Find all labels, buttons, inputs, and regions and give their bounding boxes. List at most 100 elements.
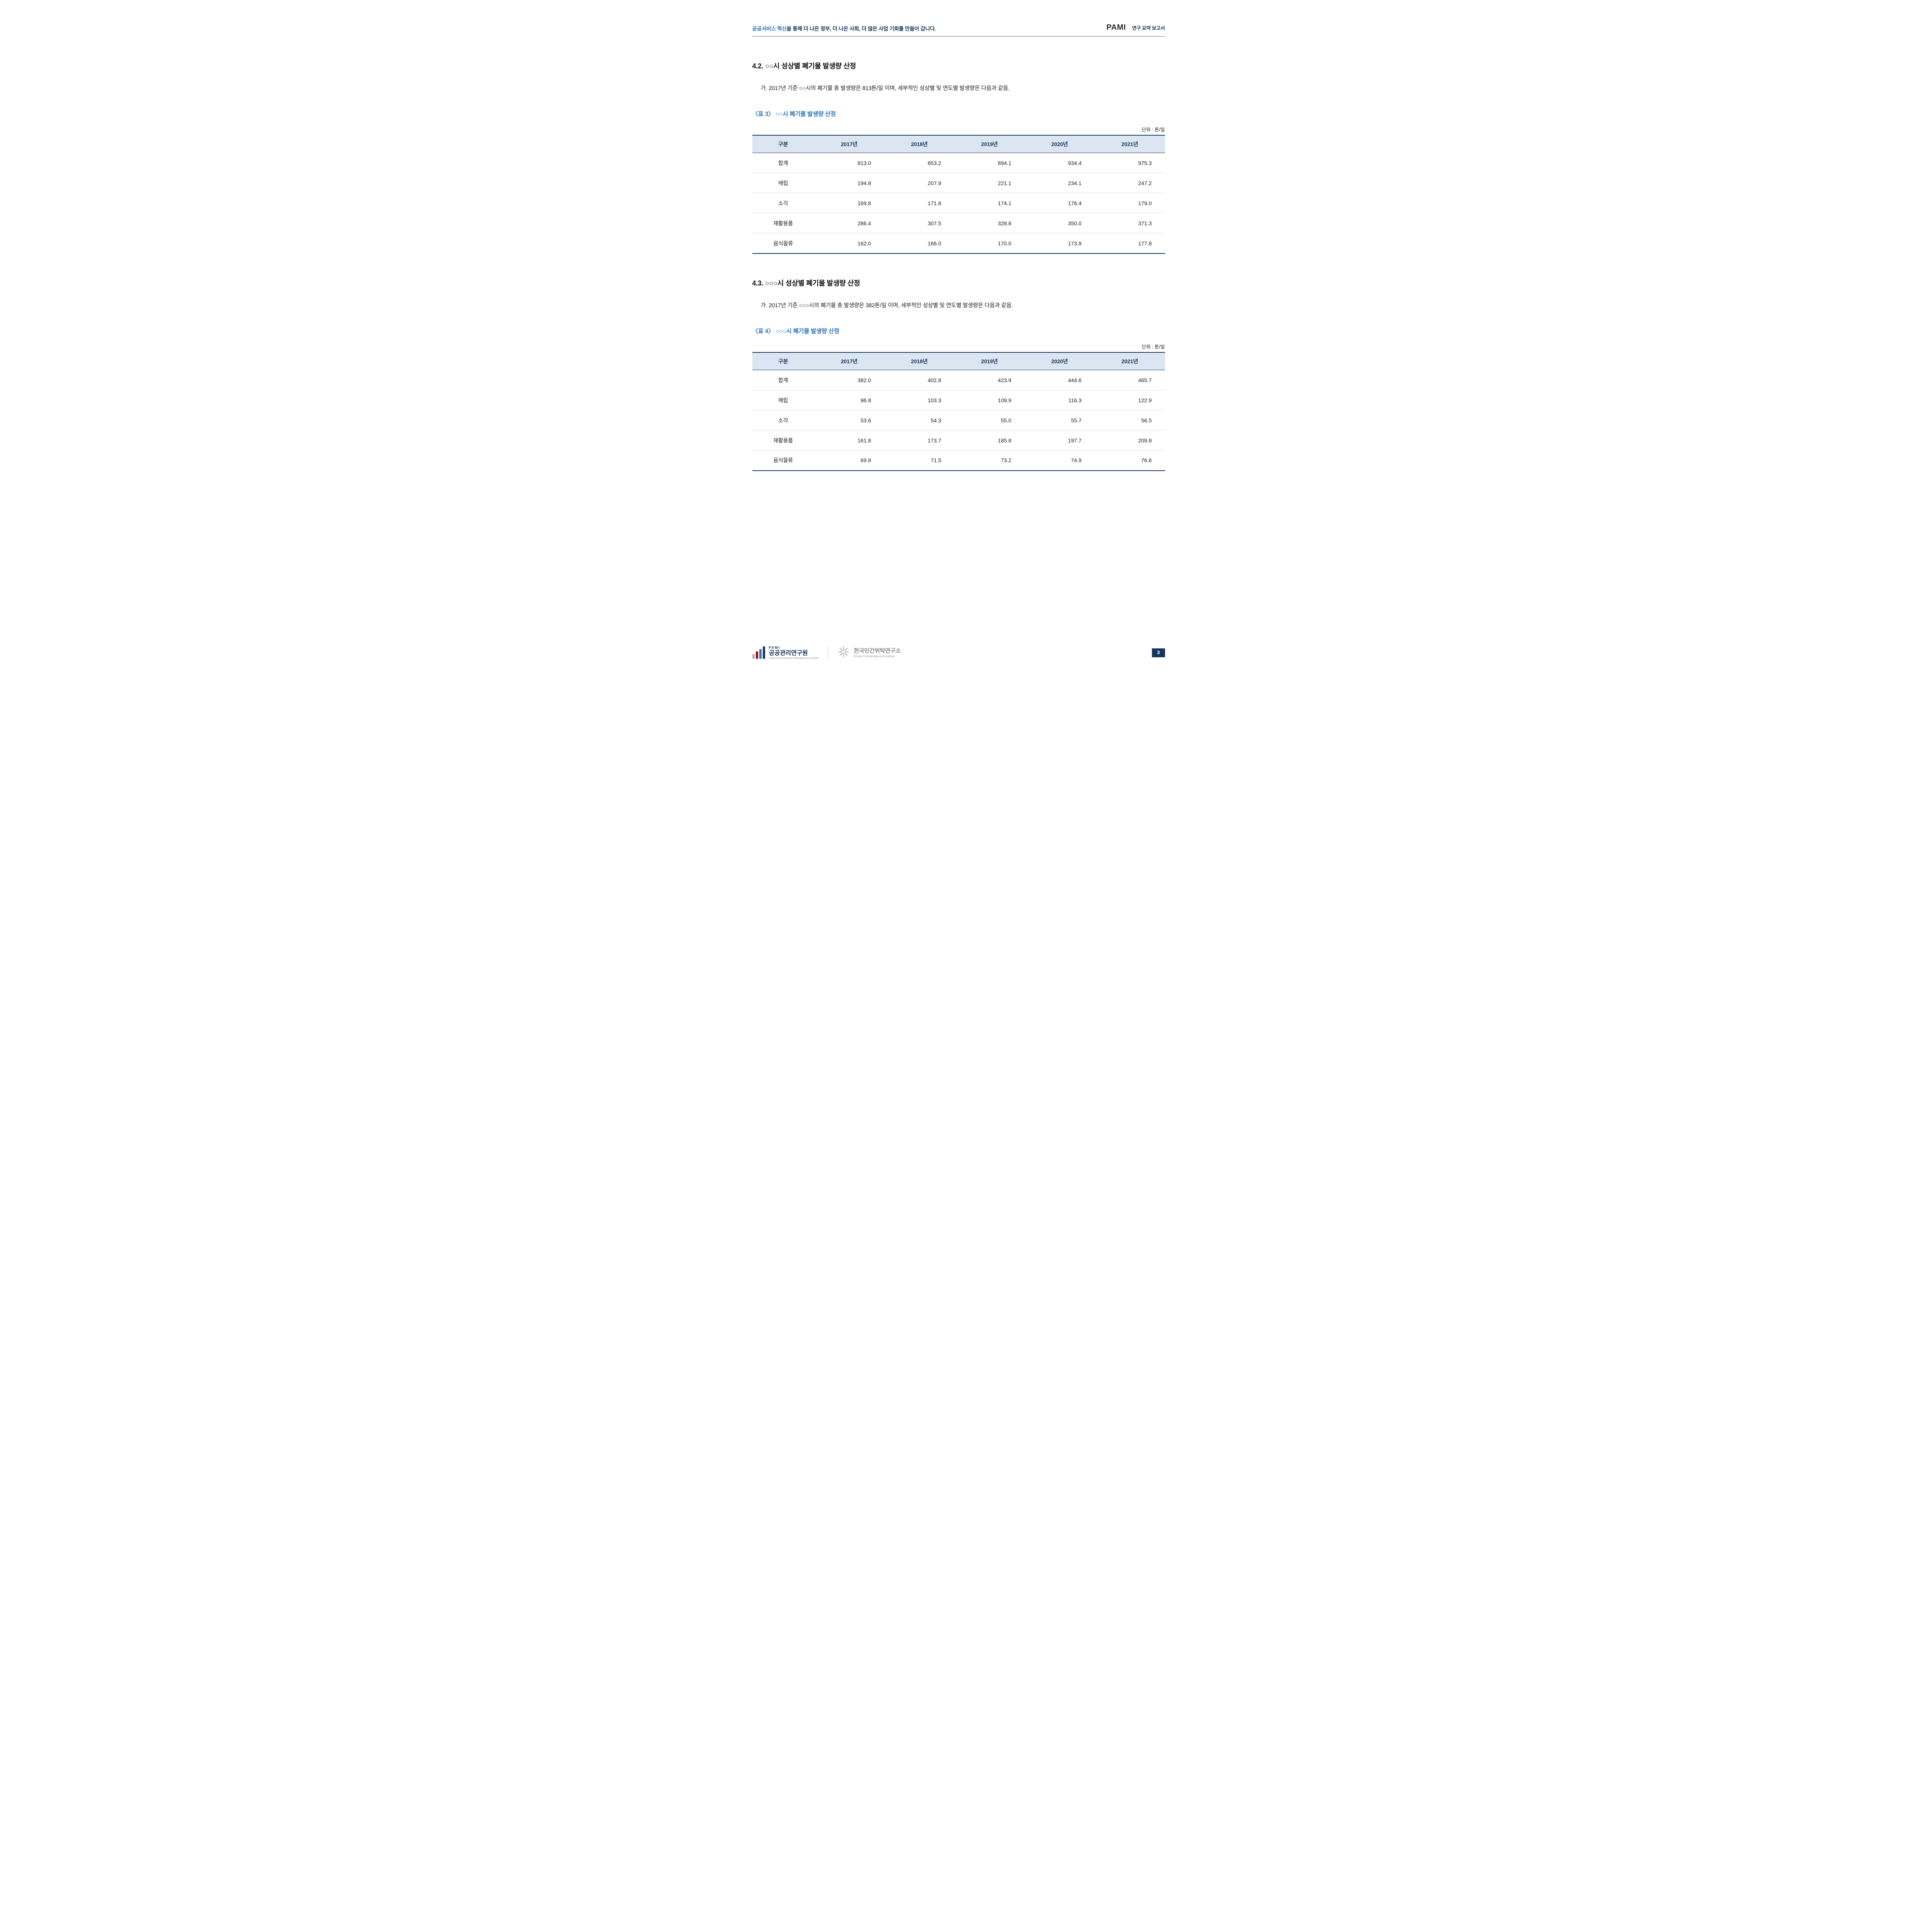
col-header-2020: 2020년 bbox=[1024, 352, 1095, 370]
table-row-total: 합계 382.0 402.8 423.9 444.6 465.7 bbox=[752, 370, 1165, 390]
row-label: 매립 bbox=[752, 390, 814, 410]
table-cell: 76.6 bbox=[1141, 457, 1152, 464]
table-cell: 173.9 bbox=[1068, 240, 1082, 247]
table-cell: 444.6 bbox=[1024, 370, 1095, 390]
table-cell: 162.0 bbox=[857, 240, 871, 247]
table-cell: 197.7 bbox=[1024, 430, 1095, 451]
table-header-row: 구분 2017년 2018년 2019년 2020년 2021년 bbox=[752, 135, 1165, 153]
table-cell: 234.1 bbox=[1024, 173, 1095, 194]
section-paragraph-4-2: 가. 2017년 기준 ○○시의 폐기물 총 발생량은 813톤/일 이며, 세… bbox=[760, 85, 1010, 92]
unit-label-table-3: 단위 : 톤/일 bbox=[1141, 127, 1165, 133]
header-slogan-rest: 을 통해 더 나은 정부, 더 나은 사회, 더 많은 사업 기회를 만들어 갑… bbox=[786, 26, 936, 32]
table-cell: 179.0 bbox=[1094, 193, 1165, 214]
table-cell: 55.0 bbox=[954, 410, 1025, 430]
row-label: 소각 bbox=[752, 193, 814, 214]
page-header: 공공서비스 혁신을 통해 더 나은 정부, 더 나은 사회, 더 많은 사업 기… bbox=[752, 23, 1165, 37]
kcoi-name-english: Korea Contracting-out Institue bbox=[854, 654, 895, 658]
table-cell: 69.8 bbox=[860, 457, 871, 464]
table-cell: 286.4 bbox=[814, 213, 885, 234]
table-cell: 350.0 bbox=[1024, 213, 1095, 234]
header-right: PAMI 연구 요약 보고서 bbox=[1106, 23, 1165, 32]
col-header-2021: 2021년 bbox=[1094, 352, 1165, 370]
table-cell: 96.8 bbox=[814, 390, 885, 410]
row-label: 합계 bbox=[752, 153, 814, 173]
table-header-row: 구분 2017년 2018년 2019년 2020년 2021년 bbox=[752, 352, 1165, 370]
unit-label-table-4: 단위 : 톤/일 bbox=[1141, 344, 1165, 350]
col-header-2019: 2019년 bbox=[954, 352, 1025, 370]
table-cell: 371.3 bbox=[1094, 213, 1165, 234]
table-cell: 185.8 bbox=[954, 430, 1025, 451]
waste-table-3: 구분 2017년 2018년 2019년 2020년 2021년 합계 813.… bbox=[752, 134, 1165, 254]
table-cell: 382.0 bbox=[814, 370, 885, 390]
table-row-food-waste: 음식물류 162.0 166.0 170.0 173.9 177.8 bbox=[752, 233, 1165, 253]
pami-logo-icon bbox=[752, 646, 765, 659]
table-cell: 813.0 bbox=[814, 153, 885, 173]
table-cell: 247.2 bbox=[1094, 173, 1165, 194]
page-number: 3 bbox=[1152, 648, 1165, 657]
table-row-incineration: 소각 53.6 54.3 55.0 55.7 56.5 bbox=[752, 410, 1165, 430]
table-caption-4: 〈표 4〉 ○○○시 폐기물 발생량 산정 bbox=[752, 328, 840, 335]
table-cell: 109.9 bbox=[954, 390, 1025, 410]
table-row-food-waste: 음식물류 69.8 71.5 73.2 74.9 76.6 bbox=[752, 451, 1165, 471]
row-label: 음식물류 bbox=[773, 457, 793, 464]
col-header-2021: 2021년 bbox=[1094, 135, 1165, 153]
col-header-2017: 2017년 bbox=[814, 352, 885, 370]
col-header-category: 구분 bbox=[752, 352, 814, 370]
table-cell: 194.8 bbox=[814, 173, 885, 194]
header-slogan-highlight: 공공서비스 혁신 bbox=[752, 26, 787, 32]
table-cell: 169.8 bbox=[814, 193, 885, 214]
pami-brand-small: PAMI bbox=[769, 646, 781, 650]
table-cell: 173.7 bbox=[884, 430, 954, 451]
table-cell: 171.8 bbox=[884, 193, 954, 214]
table-cell: 209.8 bbox=[1094, 430, 1165, 451]
table-row-recyclables: 재활용품 161.8 173.7 185.8 197.7 209.8 bbox=[752, 430, 1165, 451]
footer-logos: PAMI 공공관리연구원 Public Administration Manag… bbox=[752, 646, 901, 660]
table-cell: 207.9 bbox=[884, 173, 954, 194]
pami-name-korean: 공공관리연구원 bbox=[769, 650, 808, 656]
snowflake-icon bbox=[837, 646, 850, 660]
table-cell: 221.1 bbox=[954, 173, 1025, 194]
page-footer: PAMI 공공관리연구원 Public Administration Manag… bbox=[752, 646, 1165, 660]
section-paragraph-4-3: 가. 2017년 기준 ○○○시의 폐기물 총 발생량은 382톤/일 이며, … bbox=[760, 302, 1013, 309]
section-heading-4-3: 4.3. ○○○시 성상별 폐기물 발생량 산정 bbox=[752, 279, 860, 287]
pami-logo-text: PAMI 공공관리연구원 Public Administration Manag… bbox=[769, 646, 819, 660]
row-label: 음식물류 bbox=[773, 240, 793, 247]
table-cell: 73.2 bbox=[1001, 457, 1012, 464]
table-cell: 934.4 bbox=[1024, 153, 1095, 173]
table-cell: 328.8 bbox=[954, 213, 1025, 234]
table-cell: 423.9 bbox=[954, 370, 1025, 390]
table-cell: 116.3 bbox=[1024, 390, 1095, 410]
table-cell: 402.8 bbox=[884, 370, 954, 390]
brand-pami: PAMI bbox=[1106, 23, 1126, 32]
table-cell: 53.6 bbox=[814, 410, 885, 430]
table-cell: 177.8 bbox=[1138, 240, 1152, 247]
col-header-category: 구분 bbox=[752, 135, 814, 153]
col-header-2019: 2019년 bbox=[954, 135, 1025, 153]
table-cell: 975.3 bbox=[1094, 153, 1165, 173]
kcoi-logo-text: 한국민간위탁연구소 Korea Contracting-out Institue bbox=[854, 648, 901, 658]
table-cell: 174.1 bbox=[954, 193, 1025, 214]
col-header-2018: 2018년 bbox=[884, 135, 954, 153]
table-caption-3: 〈표 3〉 ○○시 폐기물 발생량 산정 bbox=[752, 111, 836, 117]
table-row-incineration: 소각 169.8 171.8 174.1 176.4 179.0 bbox=[752, 193, 1165, 214]
section-4-3: 4.3. ○○○시 성상별 폐기물 발생량 산정 가. 2017년 기준 ○○○… bbox=[752, 278, 1165, 471]
table-cell: 307.5 bbox=[884, 213, 954, 234]
table-row-recyclables: 재활용품 286.4 307.5 328.8 350.0 371.3 bbox=[752, 213, 1165, 234]
row-label: 매립 bbox=[752, 173, 814, 194]
row-label: 재활용품 bbox=[752, 213, 814, 234]
pami-logo-block: PAMI 공공관리연구원 Public Administration Manag… bbox=[752, 646, 819, 660]
col-header-2020: 2020년 bbox=[1024, 135, 1095, 153]
kcoi-name-korean: 한국민간위탁연구소 bbox=[854, 647, 901, 654]
header-slogan: 공공서비스 혁신을 통해 더 나은 정부, 더 나은 사회, 더 많은 사업 기… bbox=[752, 24, 936, 32]
table-cell: 176.4 bbox=[1024, 193, 1095, 214]
table-cell: 54.3 bbox=[884, 410, 954, 430]
pami-name-english: Public Administration Management Institu… bbox=[769, 657, 819, 660]
row-label: 합계 bbox=[752, 370, 814, 390]
table-row-landfill: 매립 96.8 103.3 109.9 116.3 122.9 bbox=[752, 390, 1165, 410]
table-cell: 103.3 bbox=[884, 390, 954, 410]
kcoi-logo-block: 한국민간위탁연구소 Korea Contracting-out Institue bbox=[837, 646, 901, 660]
table-cell: 170.0 bbox=[998, 240, 1012, 247]
doc-type-label: 연구 요약 보고서 bbox=[1132, 26, 1165, 31]
table-cell: 56.5 bbox=[1094, 410, 1165, 430]
report-page: 공공서비스 혁신을 통해 더 나은 정부, 더 나은 사회, 더 많은 사업 기… bbox=[719, 0, 1198, 678]
